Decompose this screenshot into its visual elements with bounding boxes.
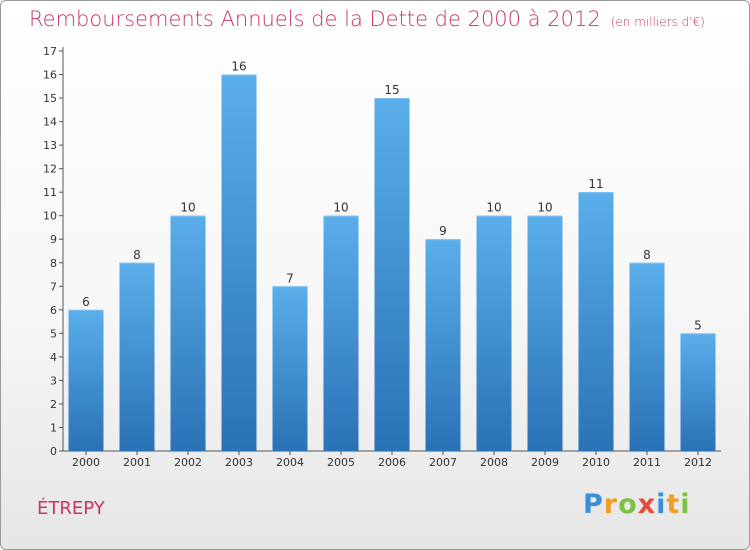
y-tick-label: 17 — [43, 45, 57, 58]
x-tick-label-2002: 2002 — [174, 456, 202, 469]
y-tick-label: 2 — [50, 398, 57, 411]
bar-2002 — [170, 215, 206, 451]
x-tick-label-2006: 2006 — [378, 456, 406, 469]
x-tick-label-2003: 2003 — [225, 456, 253, 469]
y-tick-label: 15 — [43, 92, 57, 105]
chart-title: Remboursements Annuels de la Dette de 20… — [29, 7, 705, 31]
x-tick-label-2010: 2010 — [582, 456, 610, 469]
bar-2007 — [425, 239, 461, 451]
x-tick-label-2012: 2012 — [684, 456, 712, 469]
bar-2008 — [476, 215, 512, 451]
y-tick-label: 5 — [50, 327, 57, 340]
y-tick-label: 6 — [50, 304, 57, 317]
y-tick-label: 13 — [43, 139, 57, 152]
proxiti-logo: Proxiti — [583, 489, 691, 520]
x-tick-label-2009: 2009 — [531, 456, 559, 469]
bar-2000 — [68, 309, 104, 451]
data-label-2004: 7 — [286, 271, 294, 285]
logo-letter: r — [603, 489, 619, 520]
bar-2010 — [578, 192, 614, 452]
data-label-2010: 11 — [588, 177, 603, 191]
data-label-2009: 10 — [537, 201, 552, 215]
data-label-2005: 10 — [333, 201, 348, 215]
logo-letter: i — [680, 489, 691, 520]
x-tick-label-2001: 2001 — [123, 456, 151, 469]
bar-2005 — [323, 215, 359, 451]
bar-2009 — [527, 215, 563, 451]
data-label-2001: 8 — [133, 248, 141, 262]
y-tick-label: 1 — [50, 421, 57, 434]
logo-letter: o — [618, 489, 638, 520]
y-tick-label: 3 — [50, 374, 57, 387]
logo-letter: i — [656, 489, 667, 520]
y-tick-label: 7 — [50, 280, 57, 293]
y-tick-label: 9 — [50, 233, 57, 246]
title-text: Remboursements Annuels de la Dette de 20… — [29, 7, 601, 31]
x-tick-label-2008: 2008 — [480, 456, 508, 469]
unit-label: (en milliers d'€) — [610, 15, 705, 29]
logo-letter: t — [666, 489, 681, 520]
logo-letter: x — [637, 489, 657, 520]
data-label-2007: 9 — [439, 224, 447, 238]
x-tick-label-2005: 2005 — [327, 456, 355, 469]
y-tick-label: 0 — [50, 445, 57, 458]
x-tick-label-2000: 2000 — [72, 456, 100, 469]
data-label-2003: 16 — [231, 60, 246, 74]
bar-2003 — [221, 74, 257, 451]
bar-2012 — [680, 333, 716, 451]
data-label-2006: 15 — [384, 83, 399, 97]
x-tick-label-2007: 2007 — [429, 456, 457, 469]
data-label-2008: 10 — [486, 201, 501, 215]
x-tick-label-2004: 2004 — [276, 456, 304, 469]
commune-name: ÉTREPY — [37, 498, 105, 519]
data-label-2012: 5 — [694, 318, 702, 332]
data-label-2011: 8 — [643, 248, 651, 262]
bar-2001 — [119, 262, 155, 451]
y-tick-label: 16 — [43, 69, 57, 82]
y-tick-label: 8 — [50, 257, 57, 270]
y-tick-label: 14 — [43, 116, 57, 129]
bar-2004 — [272, 286, 308, 451]
bar-2006 — [374, 98, 410, 451]
data-label-2000: 6 — [82, 295, 90, 309]
data-label-2002: 10 — [180, 201, 195, 215]
y-tick-label: 11 — [43, 186, 57, 199]
x-tick-label-2011: 2011 — [633, 456, 661, 469]
y-tick-label: 10 — [43, 210, 57, 223]
y-tick-label: 4 — [50, 351, 57, 364]
logo-letter: P — [583, 489, 604, 520]
y-tick-label: 12 — [43, 163, 57, 176]
bar-2011 — [629, 262, 665, 451]
